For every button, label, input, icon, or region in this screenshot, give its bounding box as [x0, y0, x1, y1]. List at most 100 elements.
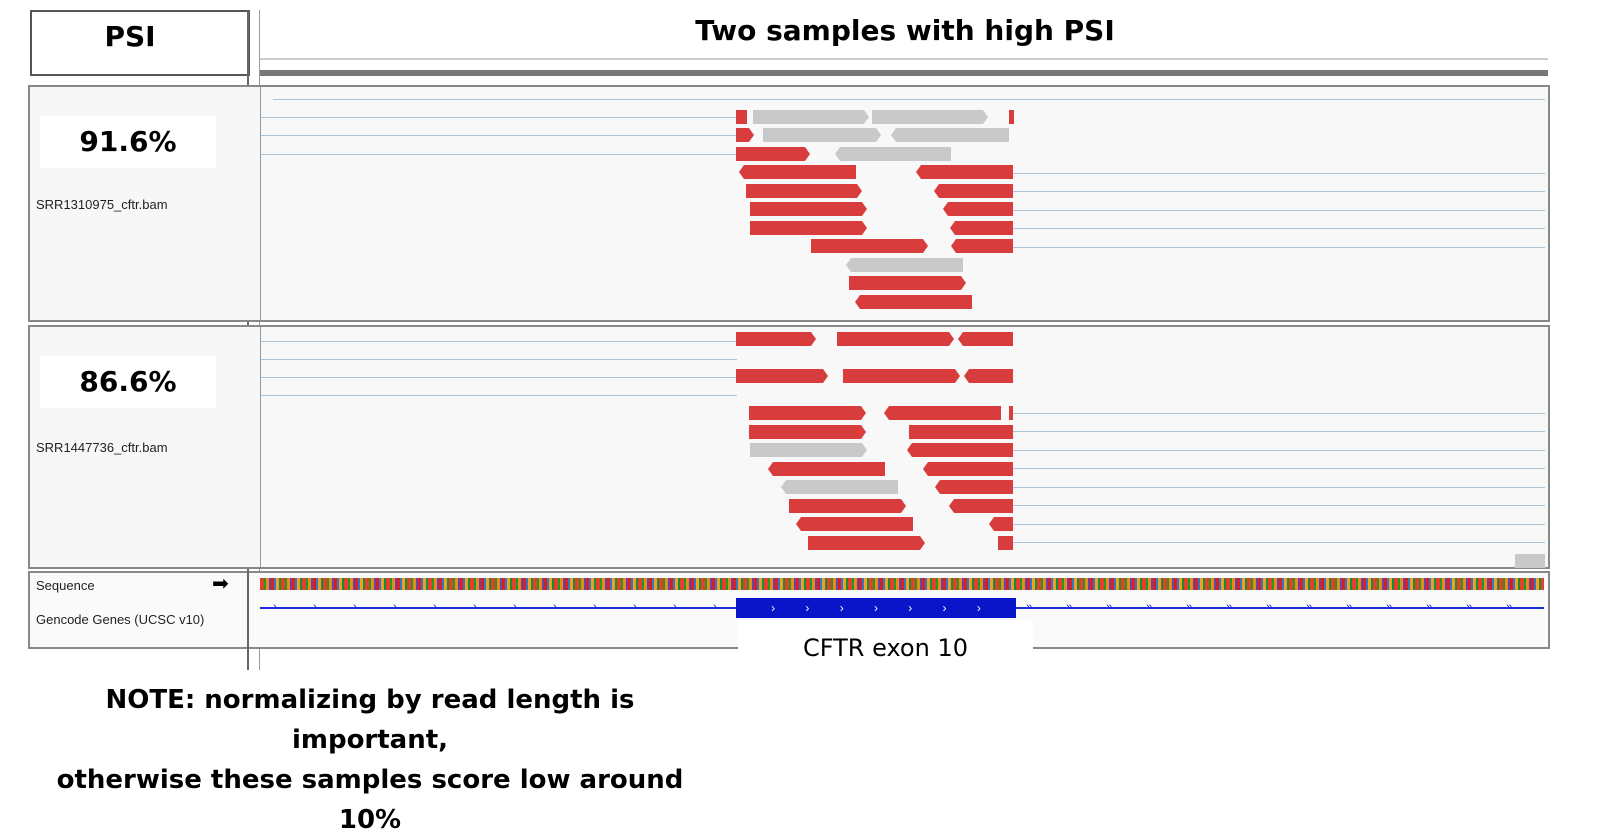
alignment-data-panel-1[interactable]: [260, 87, 1545, 320]
aligned-read[interactable]: [1515, 554, 1545, 568]
intron-chevron-icon: ›: [553, 601, 557, 613]
aligned-read[interactable]: [935, 480, 1013, 494]
aligned-read[interactable]: [808, 536, 925, 550]
intron-chevron-icon: ›: [593, 601, 597, 613]
intron-chevron-icon: »: [1186, 601, 1193, 613]
read-gap-line: [261, 117, 737, 118]
intron-chevron-icon: »: [1426, 601, 1433, 613]
read-gap-line: [261, 395, 737, 396]
aligned-read[interactable]: [781, 480, 898, 494]
aligned-read[interactable]: [768, 462, 885, 476]
aligned-read[interactable]: [909, 425, 1013, 439]
read-gap-line: [261, 154, 737, 155]
intron-chevron-icon: ›: [433, 601, 437, 613]
read-gap-line: [1013, 487, 1545, 488]
exon-chevron-icon: ›: [839, 601, 844, 615]
ruler-bar: [260, 70, 1548, 76]
exon-chevron-icon: ›: [908, 601, 913, 615]
aligned-read[interactable]: [949, 499, 1013, 513]
aligned-read[interactable]: [763, 128, 881, 142]
aligned-read[interactable]: [746, 184, 862, 198]
aligned-read[interactable]: [849, 276, 966, 290]
exon-chevron-icon: ›: [873, 601, 878, 615]
intron-chevron-icon: »: [1466, 601, 1473, 613]
read-gap-line: [261, 377, 737, 378]
aligned-read[interactable]: [943, 202, 1013, 216]
aligned-read[interactable]: [837, 332, 954, 346]
track-bam-label-2[interactable]: SRR1447736_cftr.bam: [36, 440, 168, 455]
sequence-track-label: Sequence: [36, 578, 95, 593]
note-line-2: otherwise these samples score low around…: [56, 765, 684, 835]
aligned-read[interactable]: [989, 517, 1013, 531]
aligned-read[interactable]: [753, 110, 869, 124]
read-gap-line: [1013, 413, 1545, 414]
aligned-read[interactable]: [884, 406, 1001, 420]
aligned-read[interactable]: [872, 110, 988, 124]
intron-chevron-icon: ›: [513, 601, 517, 613]
aligned-read[interactable]: [736, 128, 754, 142]
read-gap-line: [1013, 542, 1545, 543]
exon-chevron-icon: ›: [942, 601, 947, 615]
intron-chevron-icon: »: [1226, 601, 1233, 613]
read-gap-line: [261, 135, 737, 136]
aligned-read[interactable]: [1009, 110, 1014, 124]
aligned-read[interactable]: [907, 443, 1013, 457]
aligned-read[interactable]: [855, 295, 972, 309]
exon-label: CFTR exon 10: [738, 620, 1033, 668]
read-gap-line: [261, 341, 737, 342]
psi-header-box: [30, 10, 250, 76]
exon-block[interactable]: › › › › › › ›: [736, 598, 1016, 618]
aligned-read[interactable]: [750, 221, 867, 235]
read-gap-line: [1013, 505, 1545, 506]
exon-chevron-icon: ›: [805, 601, 810, 615]
aligned-read[interactable]: [846, 258, 963, 272]
note-line-1: NOTE: normalizing by read length is impo…: [105, 685, 635, 755]
read-gap-line: [273, 99, 1545, 100]
aligned-read[interactable]: [736, 147, 810, 161]
aligned-read[interactable]: [891, 128, 1009, 142]
aligned-read[interactable]: [736, 369, 828, 383]
aligned-read[interactable]: [749, 406, 866, 420]
page-title: Two samples with high PSI: [695, 14, 1115, 47]
intron-chevron-icon: »: [1106, 601, 1113, 613]
aligned-read[interactable]: [749, 425, 866, 439]
intron-chevron-icon: ›: [353, 601, 357, 613]
aligned-read[interactable]: [951, 239, 1013, 253]
strand-arrow-icon[interactable]: ➡: [212, 573, 229, 595]
alignment-data-panel-2[interactable]: [260, 327, 1545, 568]
aligned-read[interactable]: [934, 184, 1013, 198]
intron-chevron-icon: »: [1266, 601, 1273, 613]
intron-chevron-icon: »: [1146, 601, 1153, 613]
intron-chevron-icon: »: [1506, 601, 1513, 613]
aligned-read[interactable]: [916, 165, 1013, 179]
intron-chevron-icon: »: [1026, 601, 1033, 613]
aligned-read[interactable]: [750, 443, 867, 457]
intron-chevron-icon: »: [1386, 601, 1393, 613]
aligned-read[interactable]: [796, 517, 913, 531]
intron-chevron-icon: ›: [673, 601, 677, 613]
track-bam-label-1[interactable]: SRR1310975_cftr.bam: [36, 197, 168, 212]
aligned-read[interactable]: [736, 110, 747, 124]
aligned-read[interactable]: [950, 221, 1013, 235]
aligned-read[interactable]: [736, 332, 816, 346]
aligned-read[interactable]: [843, 369, 960, 383]
aligned-read[interactable]: [739, 165, 856, 179]
note-text: NOTE: normalizing by read length is impo…: [30, 680, 710, 840]
read-gap-line: [1013, 431, 1545, 432]
aligned-read[interactable]: [964, 369, 1013, 383]
aligned-read[interactable]: [958, 332, 1013, 346]
read-gap-line: [1013, 247, 1545, 248]
read-gap-line: [1013, 191, 1545, 192]
aligned-read[interactable]: [789, 499, 906, 513]
aligned-read[interactable]: [923, 462, 1013, 476]
aligned-read[interactable]: [835, 147, 951, 161]
intron-chevron-icon: ›: [633, 601, 637, 613]
aligned-read[interactable]: [1009, 406, 1013, 420]
aligned-read[interactable]: [998, 536, 1013, 550]
intron-chevron-icon: ›: [273, 601, 277, 613]
aligned-read[interactable]: [750, 202, 867, 216]
aligned-read[interactable]: [811, 239, 928, 253]
read-gap-line: [1013, 173, 1545, 174]
panel-divider-bottom: [247, 571, 249, 649]
intron-chevron-icon: ›: [393, 601, 397, 613]
